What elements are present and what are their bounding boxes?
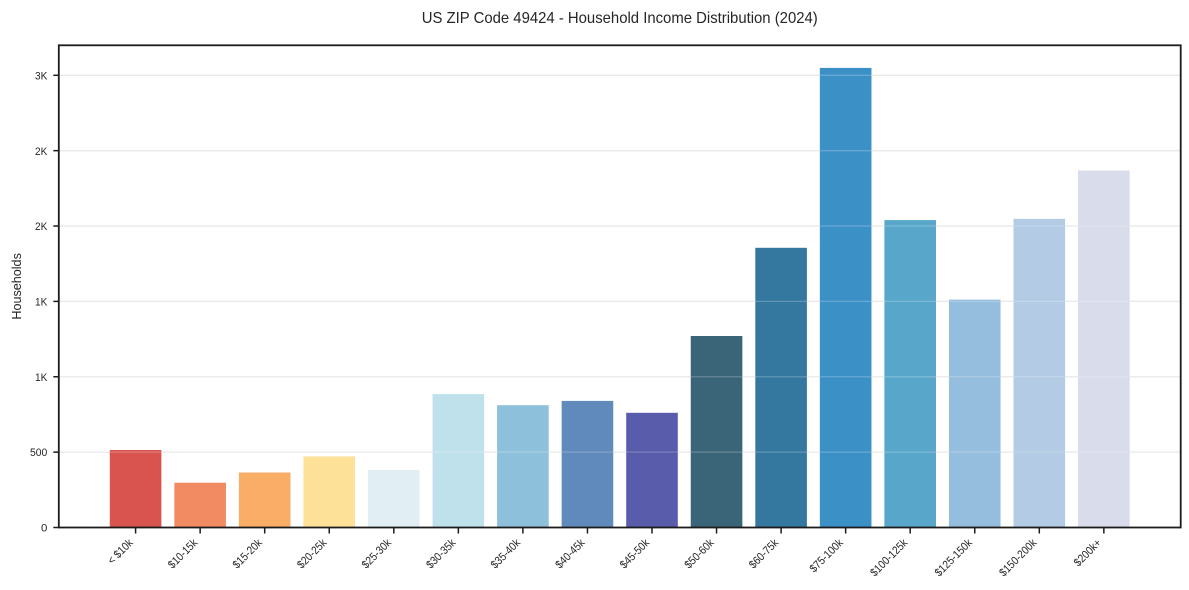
svg-text:1K: 1K xyxy=(35,372,48,384)
svg-text:Households: Households xyxy=(10,253,24,320)
svg-text:3K: 3K xyxy=(35,70,48,82)
svg-text:2K: 2K xyxy=(35,221,48,233)
svg-text:2K: 2K xyxy=(35,146,48,158)
svg-text:500: 500 xyxy=(30,447,47,459)
svg-text:1K: 1K xyxy=(35,297,48,309)
svg-text:US ZIP Code 49424 - Household: US ZIP Code 49424 - Household Income Dis… xyxy=(422,10,818,27)
svg-text:0: 0 xyxy=(41,523,47,535)
